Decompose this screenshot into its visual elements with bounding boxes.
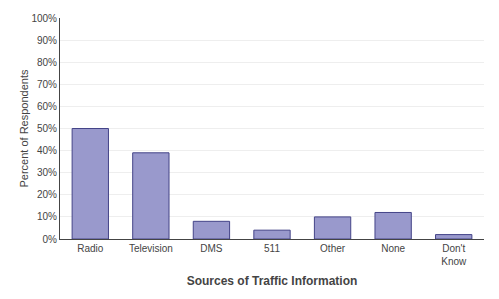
svg-text:None: None [381,243,405,254]
svg-text:100%: 100% [31,13,57,24]
svg-text:50%: 50% [37,123,57,134]
svg-text:70%: 70% [37,79,57,90]
svg-text:90%: 90% [37,35,57,46]
svg-text:Other: Other [320,243,346,254]
svg-text:Don'tKnow: Don'tKnow [441,243,467,267]
svg-text:DMS: DMS [200,243,223,254]
svg-text:Sources of Traffic Information: Sources of Traffic Information [187,274,358,288]
svg-text:Percent of Respondents: Percent of Respondents [18,69,30,188]
svg-text:20%: 20% [37,189,57,200]
svg-text:80%: 80% [37,57,57,68]
svg-text:511: 511 [264,243,280,254]
svg-text:30%: 30% [37,167,57,178]
svg-text:Radio: Radio [77,243,104,254]
svg-text:60%: 60% [37,101,57,112]
svg-text:Television: Television [129,243,173,254]
svg-text:0%: 0% [43,234,58,245]
svg-text:40%: 40% [37,145,57,156]
svg-text:10%: 10% [37,211,57,222]
